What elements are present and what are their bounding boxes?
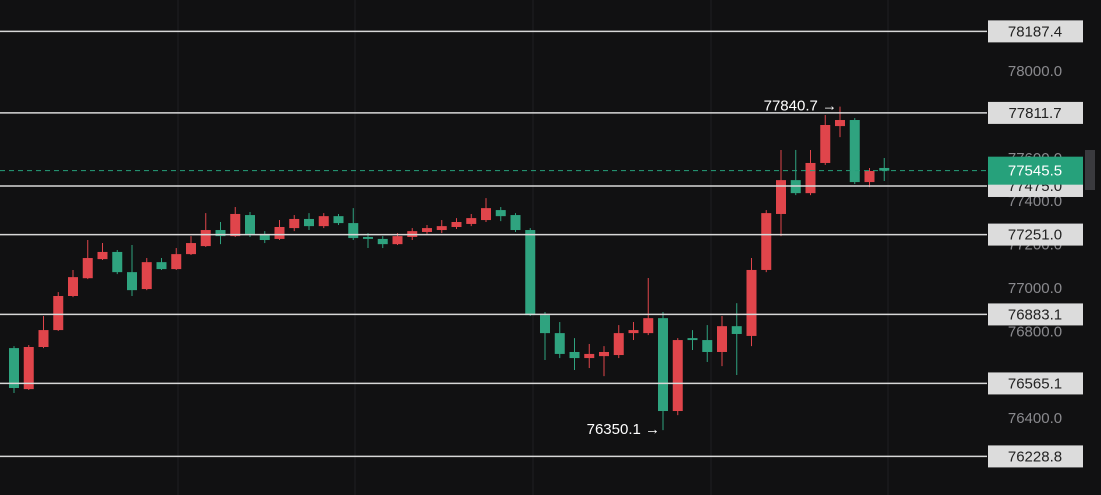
- candle-body: [186, 243, 196, 255]
- candle-body: [230, 213, 241, 237]
- candle-body: [820, 124, 831, 163]
- candle-body: [702, 340, 713, 352]
- scrollbar[interactable]: [1085, 150, 1095, 190]
- candle-body: [348, 223, 359, 239]
- last-price-box: [988, 156, 1083, 185]
- candle-body: [363, 236, 373, 239]
- candle-body: [436, 226, 447, 231]
- level-label: 76228.8: [1008, 448, 1062, 465]
- candle-body: [23, 346, 34, 390]
- candle-body: [613, 333, 624, 356]
- candle-body: [68, 277, 78, 297]
- candle-body: [584, 353, 595, 359]
- candle-body: [97, 251, 108, 260]
- y-tick-label: 78000.0: [1008, 63, 1062, 80]
- candle-body: [422, 228, 432, 232]
- candle-body: [274, 226, 285, 239]
- candle-body: [466, 218, 477, 224]
- candle-body: [554, 333, 565, 354]
- level-label-box: [988, 20, 1083, 43]
- level-label: 76883.1: [1008, 306, 1062, 323]
- level-label: 77811.7: [1008, 105, 1061, 122]
- candle-body: [392, 236, 403, 245]
- candle-body: [687, 338, 698, 341]
- candle-body: [289, 218, 300, 229]
- last-price-label: 77545.5: [1008, 163, 1062, 180]
- y-tick-label: 76800.0: [1008, 323, 1062, 340]
- candle-body: [200, 230, 211, 247]
- price-annotation: 76350.1 →: [587, 421, 660, 438]
- level-label: 78187.4: [1008, 23, 1062, 40]
- level-label-box: [988, 303, 1083, 326]
- level-label-box: [988, 445, 1083, 468]
- candle-body: [849, 120, 860, 183]
- candle-body: [672, 340, 683, 412]
- candle-body: [127, 272, 137, 291]
- candle-body: [746, 269, 757, 336]
- candle-body: [643, 318, 654, 334]
- candle-body: [156, 262, 167, 270]
- candle-body: [569, 351, 580, 359]
- candle-body: [245, 215, 255, 234]
- level-label-box: [988, 223, 1083, 246]
- candle-body: [805, 162, 816, 194]
- candle-body: [318, 216, 329, 227]
- y-tick-label: 76400.0: [1008, 410, 1062, 427]
- price-annotation: 77840.7 →: [764, 98, 837, 115]
- candle-body: [451, 222, 462, 227]
- candle-body: [864, 171, 875, 183]
- candle-body: [835, 120, 845, 127]
- level-label: 77251.0: [1008, 227, 1062, 244]
- candle-body: [510, 215, 521, 231]
- level-label-box: [988, 101, 1083, 124]
- candle-body: [259, 233, 270, 241]
- candle-body: [599, 351, 609, 357]
- candle-body: [717, 326, 727, 352]
- candle-body: [53, 296, 64, 331]
- candle-body: [776, 180, 786, 214]
- level-label: 76565.1: [1008, 375, 1062, 392]
- y-tick-label: 77000.0: [1008, 280, 1062, 297]
- candle-body: [304, 218, 314, 227]
- candle-body: [525, 230, 536, 316]
- candle-body: [879, 167, 890, 171]
- candle-body: [171, 254, 182, 270]
- candle-body: [481, 208, 491, 221]
- candle-body: [731, 326, 742, 334]
- level-label-box: [988, 372, 1083, 395]
- candle-body: [215, 230, 226, 237]
- candle-body: [9, 348, 19, 389]
- candle-body: [658, 318, 668, 412]
- candle-body: [333, 216, 344, 224]
- candle-body: [112, 251, 123, 273]
- candle-body: [540, 315, 550, 334]
- candle-body: [82, 258, 93, 279]
- candle-body: [495, 210, 506, 217]
- candle-body: [761, 213, 772, 270]
- candle-body: [141, 262, 152, 290]
- y-tick-label: 77400.0: [1008, 193, 1062, 210]
- candle-body: [377, 238, 388, 245]
- candle-body: [38, 330, 49, 347]
- candle-body: [628, 330, 639, 334]
